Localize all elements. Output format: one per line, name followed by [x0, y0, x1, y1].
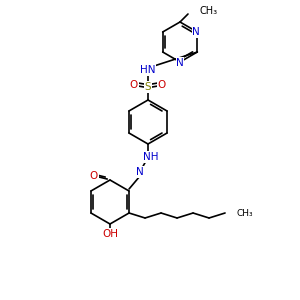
- Text: CH₃: CH₃: [200, 6, 218, 16]
- Text: N: N: [136, 167, 144, 177]
- Text: O: O: [130, 80, 138, 90]
- Text: S: S: [145, 82, 151, 92]
- Text: O: O: [158, 80, 166, 90]
- Text: N: N: [192, 27, 200, 37]
- Text: CH₃: CH₃: [236, 208, 253, 217]
- Text: N: N: [176, 58, 184, 68]
- Text: O: O: [90, 171, 98, 181]
- Text: OH: OH: [102, 229, 118, 239]
- Text: NH: NH: [143, 152, 159, 162]
- Text: HN: HN: [140, 65, 156, 75]
